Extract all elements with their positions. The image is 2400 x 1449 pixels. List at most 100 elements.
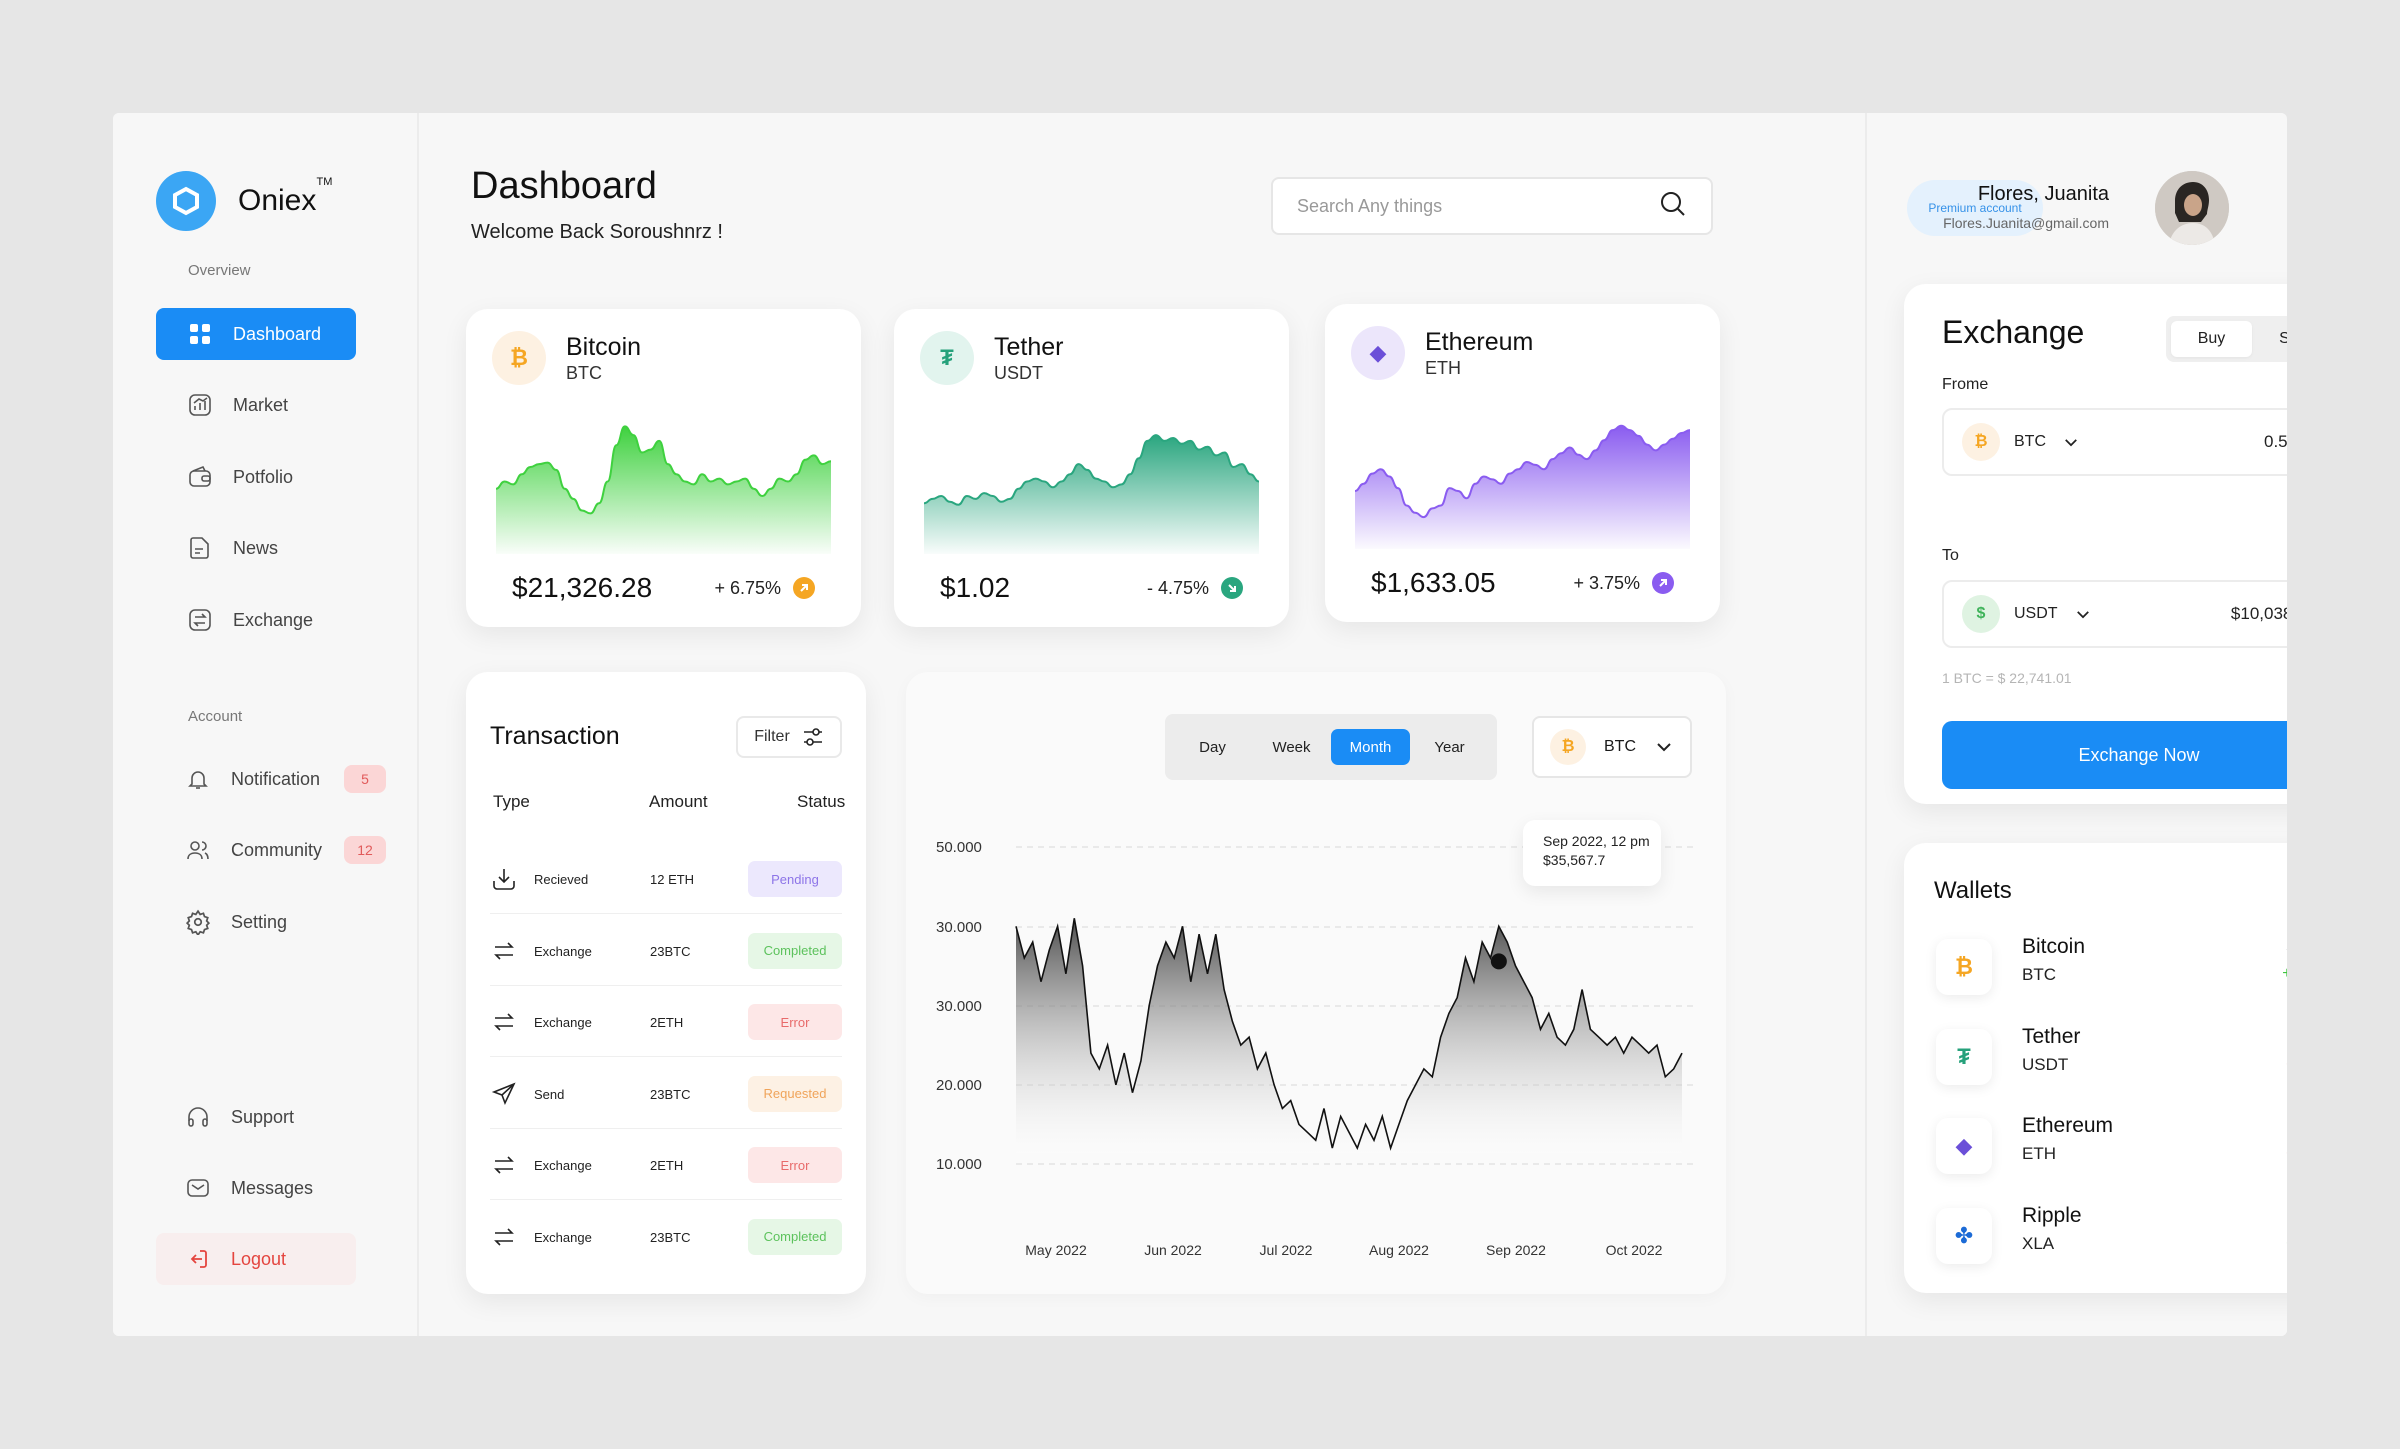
page-title: Dashboard bbox=[471, 165, 657, 207]
x-tick-label: Aug 2022 bbox=[1369, 1242, 1429, 1258]
header-type: Type bbox=[493, 792, 530, 811]
sidebar-item-label: Notification bbox=[231, 768, 321, 789]
sidebar-item-label: Dashboard bbox=[233, 323, 322, 344]
buy-tab[interactable]: Buy bbox=[2171, 321, 2252, 357]
search-icon[interactable] bbox=[1659, 190, 1687, 223]
nav-section-account: Account bbox=[188, 708, 243, 725]
from-field[interactable]: ₿ BTC 0.5433 bbox=[1942, 408, 2287, 476]
exchange-icon bbox=[490, 1151, 518, 1179]
wallet-name: Ethereum bbox=[2022, 1114, 2114, 1137]
avatar[interactable] bbox=[2155, 171, 2229, 245]
table-row[interactable]: Exchange 2ETH Error bbox=[490, 1129, 842, 1200]
transaction-type: Recieved bbox=[534, 872, 589, 887]
chevron-down-icon bbox=[1656, 742, 1672, 752]
transaction-amount: 23BTC bbox=[650, 1229, 691, 1245]
coin-change: + 6.75% bbox=[714, 577, 815, 599]
wallet-symbol: XLA bbox=[2022, 1233, 2055, 1253]
exchange-icon bbox=[187, 607, 213, 633]
table-row[interactable]: Exchange 23BTC Completed bbox=[490, 915, 842, 986]
sidebar-item-label: Exchange bbox=[233, 609, 314, 630]
chevron-down-icon[interactable] bbox=[2076, 610, 2090, 619]
main-content: Dashboard Welcome Back Soroushnrz ! ₿ Bi… bbox=[419, 113, 1867, 1336]
wallet-name: Ripple bbox=[2022, 1203, 2082, 1227]
dollar-icon: $ bbox=[1962, 595, 2000, 633]
table-row[interactable]: Recieved 12 ETH Pending bbox=[490, 843, 842, 914]
exchange-now-button[interactable]: Exchange Now bbox=[1942, 721, 2287, 789]
tab-month[interactable]: Month bbox=[1331, 729, 1410, 765]
period-tabs: Day Week Month Year bbox=[1165, 714, 1497, 780]
wallets-title: Wallets bbox=[1934, 877, 2012, 904]
transaction-amount: 2ETH bbox=[650, 1015, 684, 1030]
sidebar-item-exchange[interactable]: Exchange bbox=[156, 594, 356, 646]
users-icon bbox=[185, 837, 211, 863]
coin-card-bitcoin[interactable]: ₿ Bitcoin BTC $21,326.28 + 6.75% bbox=[466, 309, 861, 627]
sidebar-item-notification[interactable]: Notification 5 bbox=[156, 753, 386, 805]
sidebar-item-community[interactable]: Community 12 bbox=[156, 824, 386, 876]
trademark: TM bbox=[316, 176, 333, 188]
coin-name: Bitcoin bbox=[566, 332, 642, 361]
sparkline-area bbox=[1355, 425, 1690, 549]
transaction-type: Exchange bbox=[534, 1015, 592, 1030]
coin-card-ethereum[interactable]: ◆ Ethereum ETH $1,633.05 + 3.75% bbox=[1325, 304, 1720, 622]
chevron-down-icon[interactable] bbox=[2064, 438, 2078, 447]
sidebar: Oniex TM Overview Dashboard Market Potfol… bbox=[113, 113, 419, 1336]
bitcoin-sparkline bbox=[496, 425, 831, 554]
coin-card-tether[interactable]: ₮ Tether USDT $1.02 - 4.75% bbox=[894, 309, 1289, 627]
sidebar-item-label: Community bbox=[231, 839, 323, 860]
brand-logo[interactable]: Oniex TM bbox=[156, 171, 332, 231]
table-row[interactable]: Exchange 2ETH Error bbox=[490, 986, 842, 1057]
wallet-item-bitcoin[interactable]: ₿ Bitcoin BTC 37% +2.5% bbox=[1936, 935, 2287, 1005]
gear-icon bbox=[185, 909, 211, 935]
wallet-item-ethereum[interactable]: ◆ Ethereum ETH 20% -1.5% bbox=[1936, 1114, 2287, 1184]
ethereum-icon: ◆ bbox=[1351, 326, 1405, 380]
sidebar-item-label: Support bbox=[231, 1106, 295, 1127]
wallet-symbol: BTC bbox=[2022, 965, 2056, 984]
transaction-amount: 2ETH bbox=[650, 1158, 684, 1173]
exchange-icon bbox=[490, 1223, 518, 1251]
sidebar-item-portfolio[interactable]: Potfolio bbox=[156, 451, 356, 503]
wallets-card: Wallets ₿ Bitcoin BTC 37% +2.5% ₮ Tether USDT 23… bbox=[1904, 843, 2287, 1293]
search-input[interactable] bbox=[1297, 195, 1659, 217]
wallet-item-tether[interactable]: ₮ Tether USDT 23% -3.5% bbox=[1936, 1025, 2287, 1095]
logout-icon bbox=[185, 1246, 211, 1272]
to-field[interactable]: $ USDT $10,038.00 bbox=[1942, 580, 2287, 648]
tab-year[interactable]: Year bbox=[1434, 738, 1465, 756]
wallet-item-ripple[interactable]: ✤ Ripple XLA 17% -1.5% bbox=[1936, 1204, 2287, 1274]
tab-week[interactable]: Week bbox=[1272, 738, 1311, 756]
sidebar-item-label: Potfolio bbox=[233, 466, 294, 487]
wallet-change: -1.5% bbox=[2286, 1144, 2287, 1162]
transaction-amount: 23BTC bbox=[650, 943, 691, 959]
sparkline-line bbox=[1355, 424, 1690, 519]
wallet-percentage: 23% bbox=[2286, 1025, 2287, 1049]
header-status: Status bbox=[797, 792, 846, 811]
sidebar-item-messages[interactable]: Messages bbox=[156, 1162, 356, 1214]
grid-icon bbox=[187, 321, 213, 347]
sell-tab[interactable]: Sell bbox=[2279, 330, 2287, 347]
sidebar-item-setting[interactable]: Setting bbox=[156, 896, 356, 948]
bitcoin-icon: ₿ bbox=[1550, 729, 1586, 765]
wallet-symbol: ETH bbox=[2022, 1144, 2056, 1163]
buy-sell-toggle: Buy Sell bbox=[2166, 316, 2287, 362]
price-chart-card: Day Week Month Year ₿ BTC 50.000 30.000 30.00… bbox=[906, 672, 1726, 1294]
sidebar-item-dashboard[interactable]: Dashboard bbox=[156, 308, 356, 360]
search-bar[interactable] bbox=[1271, 177, 1713, 235]
filter-button[interactable]: Filter bbox=[736, 716, 842, 758]
chart-coin-select[interactable]: ₿ BTC bbox=[1532, 716, 1692, 778]
table-row[interactable]: Exchange 23BTC Completed bbox=[490, 1201, 842, 1272]
transaction-type: Exchange bbox=[534, 943, 592, 959]
to-coin: USDT bbox=[2014, 605, 2058, 622]
send-icon bbox=[490, 1080, 518, 1108]
app-window: Oniex TM Overview Dashboard Market Potfol… bbox=[113, 113, 2287, 1336]
sidebar-item-news[interactable]: News bbox=[156, 522, 356, 574]
y-tick-label: 50.000 bbox=[936, 839, 982, 856]
logout-button[interactable]: Logout bbox=[156, 1233, 356, 1285]
table-row[interactable]: Send 23BTC Requested bbox=[490, 1058, 842, 1129]
logo-icon bbox=[156, 171, 216, 231]
wallet-name: Bitcoin bbox=[2022, 935, 2086, 958]
tab-day[interactable]: Day bbox=[1199, 738, 1226, 756]
sidebar-item-market[interactable]: Market bbox=[156, 379, 356, 431]
status-badge: Requested bbox=[748, 1075, 842, 1112]
btc-price-chart[interactable]: 50.000 30.000 30.000 20.000 10.000 May 2022 Ju… bbox=[906, 672, 1726, 1294]
sidebar-item-label: Messages bbox=[231, 1177, 314, 1198]
sidebar-item-support[interactable]: Support bbox=[156, 1091, 356, 1143]
